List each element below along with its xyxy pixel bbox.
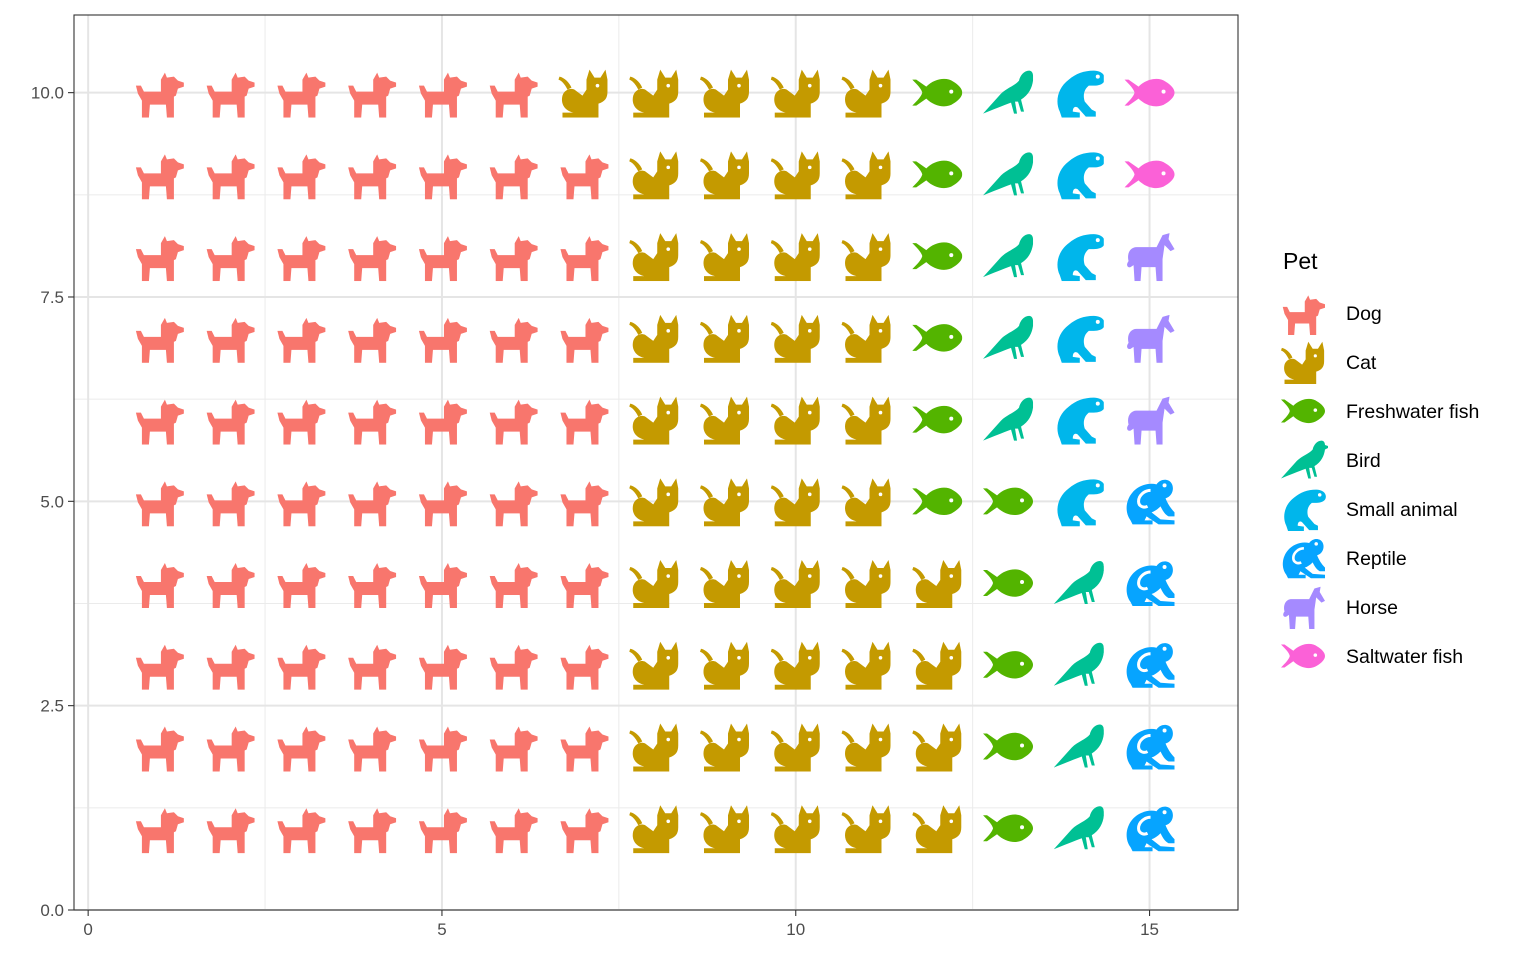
legend-label: Dog — [1346, 303, 1382, 325]
legend-key-cat-icon — [1281, 341, 1325, 384]
legend-key-reptile-icon — [1281, 537, 1327, 580]
legend-key-fish-icon — [1281, 398, 1325, 424]
legend-label: Bird — [1346, 450, 1381, 472]
legend-key-dog-icon — [1282, 295, 1325, 335]
legend-label: Small animal — [1346, 499, 1458, 521]
y-tick-label: 10.0 — [31, 84, 64, 103]
y-tick-label: 7.5 — [40, 288, 64, 307]
y-axis: 0.0 2.5 5.0 7.5 10.0 — [31, 84, 74, 920]
legend-label: Freshwater fish — [1346, 401, 1479, 423]
legend-label: Saltwater fish — [1346, 646, 1463, 668]
x-tick-label: 10 — [786, 920, 805, 939]
panel-border — [73, 14, 1239, 911]
legend-label: Reptile — [1346, 548, 1407, 570]
legend-label: Cat — [1346, 352, 1377, 374]
legend-label: Horse — [1346, 597, 1398, 619]
legend-key-bird-icon — [1281, 440, 1328, 479]
x-tick-label: 15 — [1140, 920, 1159, 939]
legend: Pet Dog Cat Freshwater fish Bird Small anima… — [1281, 248, 1479, 669]
x-tick-label: 0 — [83, 920, 92, 939]
legend-key-horse-icon — [1283, 586, 1325, 629]
legend-key-fish-icon — [1281, 643, 1325, 669]
plot-panel — [73, 14, 1239, 911]
y-tick-label: 2.5 — [40, 697, 64, 716]
x-axis: 0 5 10 15 — [83, 910, 1159, 939]
y-tick-label: 0.0 — [40, 901, 64, 920]
legend-title: Pet — [1283, 248, 1318, 274]
legend-entries: Dog Cat Freshwater fish Bird Small animal Rep… — [1281, 295, 1479, 669]
y-tick-label: 5.0 — [40, 492, 64, 511]
legend-key-small-animal-icon — [1284, 489, 1326, 531]
panel-background — [74, 15, 1238, 910]
x-tick-label: 5 — [437, 920, 446, 939]
